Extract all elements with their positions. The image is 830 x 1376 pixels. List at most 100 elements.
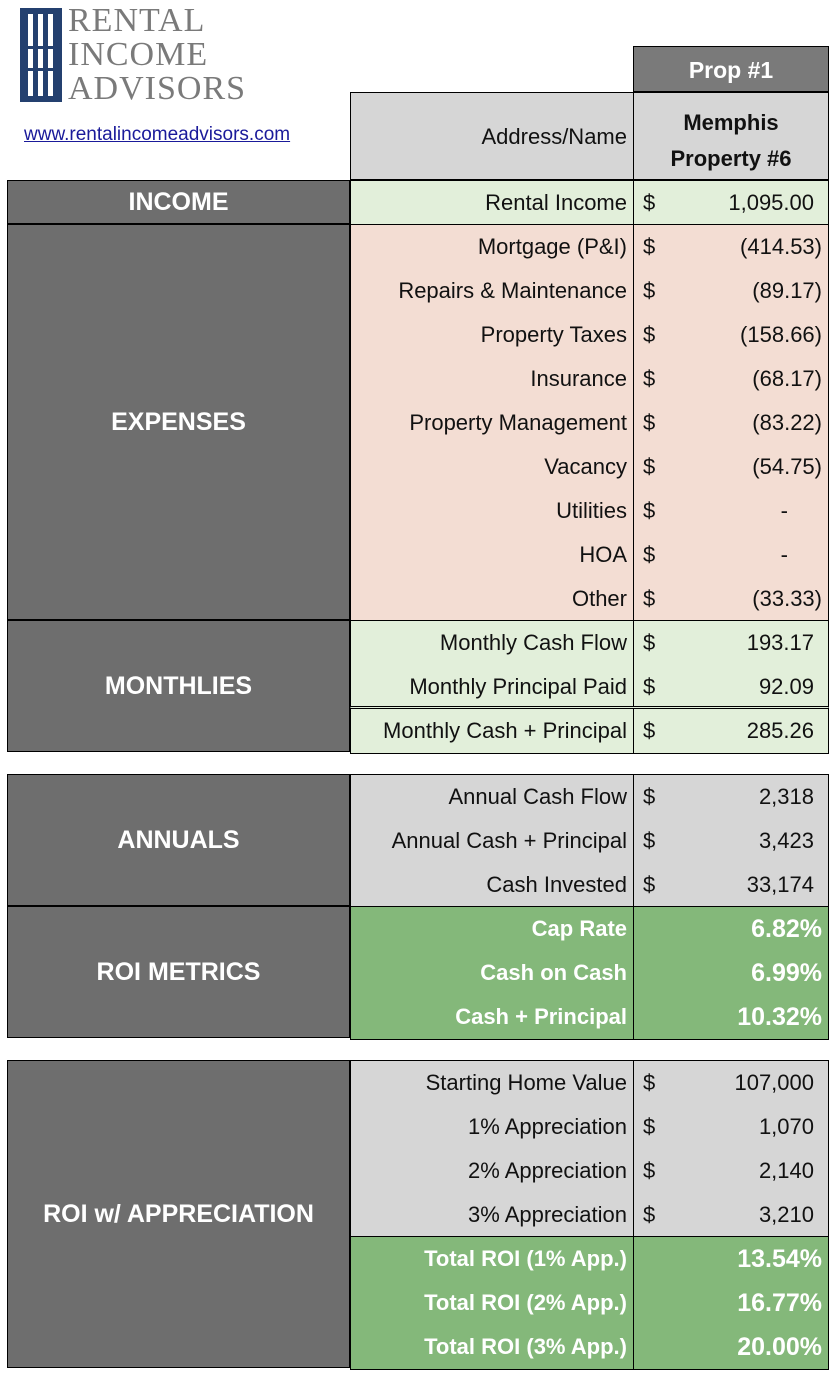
currency-symbol: $ — [643, 454, 656, 479]
table-row: Utilities $ - — [351, 489, 828, 533]
row-label: Monthly Principal Paid — [351, 665, 634, 709]
total-roi-block: Total ROI (1% App.) 13.54% Total ROI (2% … — [350, 1236, 829, 1370]
table-row: 3% Appreciation $3,210 — [351, 1193, 828, 1237]
table-row: 2% Appreciation $2,140 — [351, 1149, 828, 1193]
row-label: Total ROI (1% App.) — [351, 1237, 634, 1281]
currency-symbol: $ — [643, 366, 656, 391]
currency-symbol: $ — [643, 1070, 656, 1095]
table-row: Total ROI (3% App.) 20.00% — [351, 1325, 828, 1369]
table-row: Other $ (33.33) — [351, 577, 828, 621]
row-label: Property Management — [351, 401, 634, 445]
currency-symbol: $ — [643, 410, 656, 435]
row-label: Monthly Cash Flow — [351, 621, 634, 665]
table-row: Cash on Cash 6.99% — [351, 951, 828, 995]
table-row: Total ROI (1% App.) 13.54% — [351, 1237, 828, 1281]
row-label: Other — [351, 577, 634, 621]
address-label: Address/Name — [350, 92, 633, 180]
row-label: 1% Appreciation — [351, 1105, 634, 1149]
row-label: Monthly Cash + Principal — [351, 709, 634, 753]
row-value: 107,000 — [734, 1070, 814, 1095]
row-value: 13.54% — [737, 1245, 822, 1273]
row-label: Total ROI (3% App.) — [351, 1325, 634, 1369]
table-row: HOA $ - — [351, 533, 828, 577]
currency-symbol: $ — [643, 1114, 656, 1139]
row-value: (68.17) — [752, 366, 822, 391]
table-row: Property Taxes $ (158.66) — [351, 313, 828, 357]
logo-line-3: ADVISORS — [68, 70, 247, 107]
table-row: Annual Cash Flow $2,318 — [351, 775, 828, 819]
table-row: Total ROI (2% App.) 16.77% — [351, 1281, 828, 1325]
row-label: Annual Cash + Principal — [351, 819, 634, 863]
row-label: 2% Appreciation — [351, 1149, 634, 1193]
table-row: Cash + Principal 10.32% — [351, 995, 828, 1039]
table-row: Starting Home Value $107,000 — [351, 1061, 828, 1105]
row-label: Cap Rate — [351, 907, 634, 951]
currency-symbol: $ — [643, 278, 656, 303]
row-value: 193.17 — [746, 630, 814, 655]
row-value: 1,070 — [758, 1114, 814, 1139]
currency-symbol: $ — [643, 784, 656, 809]
currency-symbol: $ — [643, 498, 656, 523]
table-row: Repairs & Maintenance $ (89.17) — [351, 269, 828, 313]
property-name-line-2: Property #6 — [670, 146, 792, 171]
monthlies-block: Monthly Cash Flow $193.17 Monthly Princip… — [350, 620, 829, 709]
table-row: Cap Rate 6.82% — [351, 907, 828, 951]
currency-symbol: $ — [643, 630, 656, 655]
row-value: 6.99% — [751, 959, 822, 987]
row-value: 285.26 — [746, 718, 814, 743]
currency-symbol: $ — [643, 872, 656, 897]
table-row: Cash Invested $33,174 — [351, 863, 828, 907]
currency-symbol: $ — [643, 322, 656, 347]
section-expenses: EXPENSES — [7, 224, 350, 620]
row-label: Repairs & Maintenance — [351, 269, 634, 313]
row-label: Insurance — [351, 357, 634, 401]
row-label: Rental Income — [351, 181, 634, 225]
row-label: Cash on Cash — [351, 951, 634, 995]
table-row: Monthly Principal Paid $92.09 — [351, 665, 828, 709]
row-value: 6.82% — [751, 915, 822, 943]
table-row: Annual Cash + Principal $3,423 — [351, 819, 828, 863]
table-row: Insurance $ (68.17) — [351, 357, 828, 401]
row-label: Annual Cash Flow — [351, 775, 634, 819]
row-value: 20.00% — [737, 1333, 822, 1361]
roi-metrics-block: Cap Rate 6.82% Cash on Cash 6.99% Cash + P… — [350, 906, 829, 1040]
company-logo: RENTAL INCOME ADVISORS — [20, 4, 320, 106]
section-monthlies: MONTHLIES — [7, 620, 350, 752]
logo-wordmark: RENTAL INCOME ADVISORS — [68, 4, 246, 106]
income-block: Rental Income $ 1,095.00 — [350, 180, 829, 226]
row-value: - — [780, 498, 788, 523]
door-logo-icon — [20, 8, 62, 102]
row-value: (158.66) — [740, 322, 822, 347]
row-label: Cash + Principal — [351, 995, 634, 1039]
table-row: Monthly Cash Flow $193.17 — [351, 621, 828, 665]
table-row: Property Management $ (83.22) — [351, 401, 828, 445]
row-label: Property Taxes — [351, 313, 634, 357]
property-name: Memphis Property #6 — [633, 92, 829, 180]
row-value: (54.75) — [752, 454, 822, 479]
row-value: 10.32% — [737, 1003, 822, 1031]
row-value: - — [780, 542, 788, 567]
annuals-block: Annual Cash Flow $2,318 Annual Cash + Pri… — [350, 774, 829, 908]
row-label: Total ROI (2% App.) — [351, 1281, 634, 1325]
section-annuals: ANNUALS — [7, 774, 350, 906]
currency-symbol: $ — [643, 674, 656, 699]
expenses-block: Mortgage (P&I) $ (414.53) Repairs & Mainte… — [350, 224, 829, 622]
row-value: 2,318 — [758, 784, 814, 809]
section-roi-metrics: ROI METRICS — [7, 906, 350, 1038]
currency-symbol: $ — [643, 586, 656, 611]
table-row: Mortgage (P&I) $ (414.53) — [351, 225, 828, 269]
table-row: Rental Income $ 1,095.00 — [351, 181, 828, 225]
row-value: 1,095.00 — [728, 190, 814, 215]
appreciation-block: Starting Home Value $107,000 1% Appreciat… — [350, 1060, 829, 1238]
currency-symbol: $ — [643, 1158, 656, 1183]
logo-line-2: INCOME — [68, 36, 209, 73]
row-label: Vacancy — [351, 445, 634, 489]
currency-symbol: $ — [643, 828, 656, 853]
row-label: Mortgage (P&I) — [351, 225, 634, 269]
website-link[interactable]: www.rentalincomeadvisors.com — [24, 124, 291, 145]
currency-symbol: $ — [643, 234, 656, 259]
section-income: INCOME — [7, 180, 350, 224]
table-row: 1% Appreciation $1,070 — [351, 1105, 828, 1149]
row-label: HOA — [351, 533, 634, 577]
currency-symbol: $ — [643, 190, 656, 215]
